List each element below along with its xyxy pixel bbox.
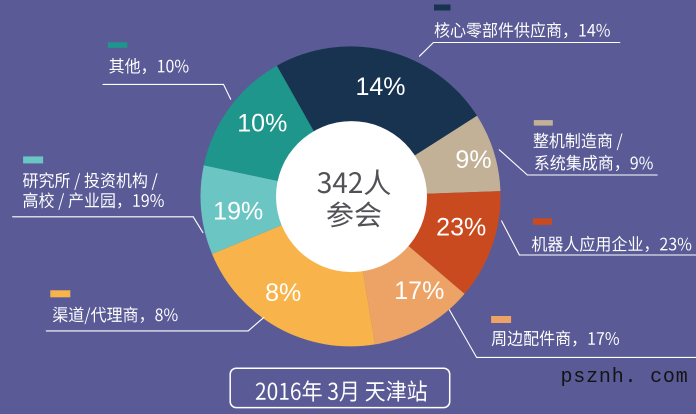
svg-text:19%: 19%	[213, 198, 263, 226]
svg-text:10%: 10%	[237, 109, 287, 137]
svg-text:23%: 23%	[436, 214, 486, 242]
svg-text:14%: 14%	[355, 73, 405, 101]
svg-text:psznh. com: psznh. com	[561, 366, 689, 389]
svg-text:9%: 9%	[455, 146, 491, 174]
svg-text:17%: 17%	[394, 277, 444, 305]
svg-text:8%: 8%	[265, 279, 301, 307]
